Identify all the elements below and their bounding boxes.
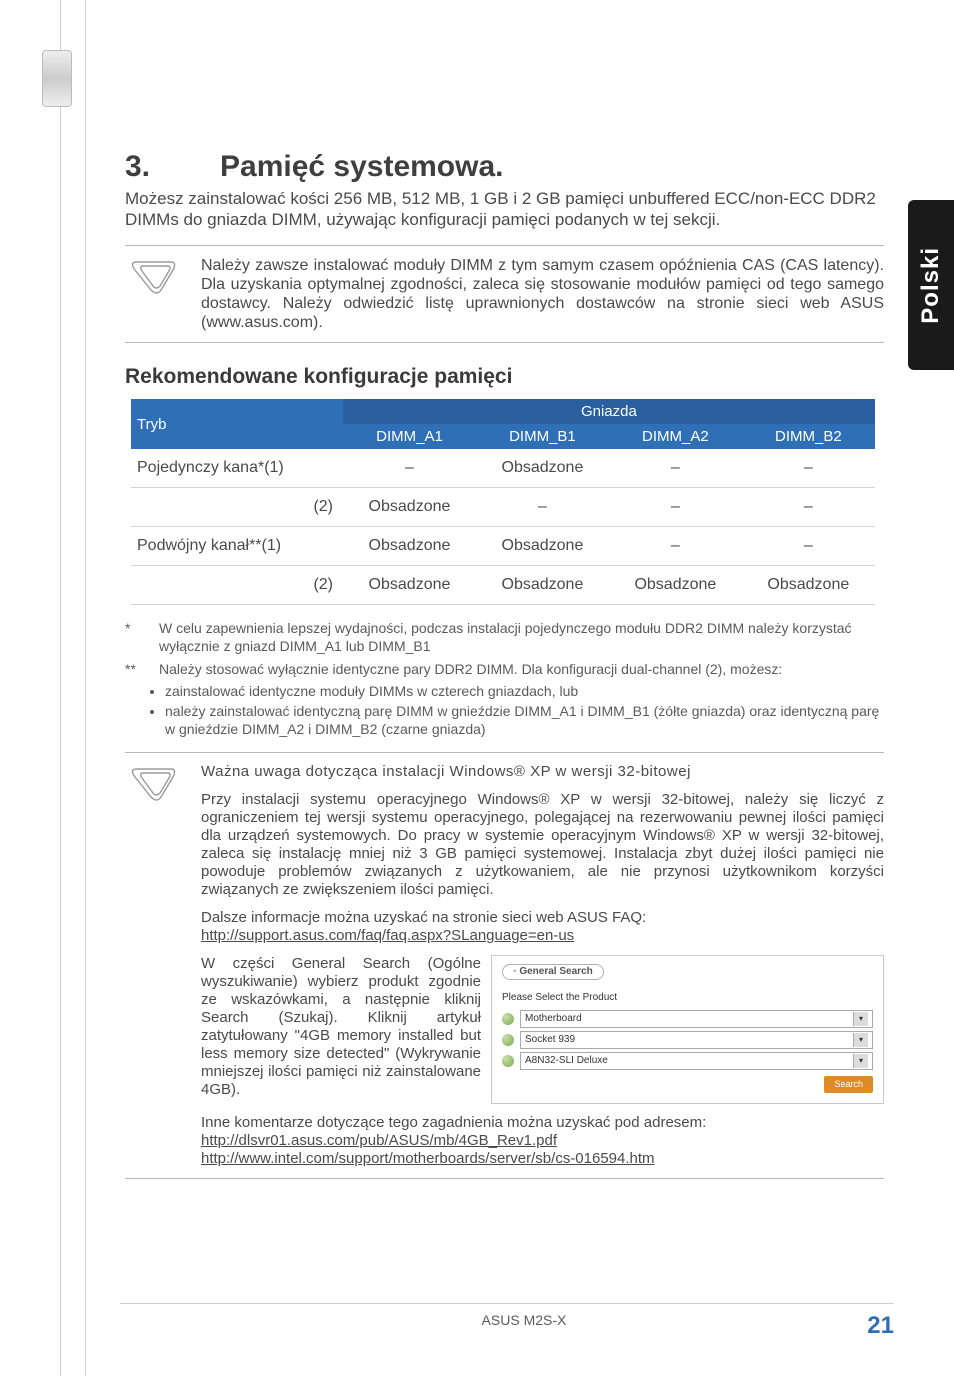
- chevron-down-icon: ▾: [853, 1033, 868, 1047]
- search-button[interactable]: Search: [824, 1076, 873, 1093]
- search-tab[interactable]: ◦ General Search: [502, 964, 604, 980]
- bullet-icon: [502, 1055, 514, 1067]
- cell: –: [742, 488, 875, 527]
- section-number: 3.: [125, 150, 220, 184]
- note-icon: [125, 763, 185, 1168]
- cell: –: [609, 488, 742, 527]
- page-content: 3.Pamięć systemowa. Możesz zainstalować …: [105, 0, 914, 1376]
- note-2-heading: Ważna uwaga dotycząca instalacji Windows…: [201, 763, 884, 781]
- th-a1: DIMM_A1: [343, 424, 476, 449]
- th-mode: Tryb: [131, 399, 343, 449]
- note-2-p2-pre: Dalsze informacje można uzyskać na stron…: [201, 909, 646, 926]
- footnote-bullet: zainstalować identyczne moduły DIMMs w c…: [165, 682, 884, 700]
- note-1-text: Należy zawsze instalować moduły DIMM z t…: [201, 256, 884, 333]
- footnotes: * W celu zapewnienia lepszej wydajności,…: [125, 619, 884, 738]
- note-icon: [125, 256, 185, 333]
- cell: –: [742, 449, 875, 488]
- cell: Obsadzone: [742, 566, 875, 605]
- intel-link[interactable]: http://www.intel.com/support/motherboard…: [201, 1150, 655, 1167]
- cell-label: (2): [131, 488, 343, 527]
- footnote-2-text: Należy stosować wyłącznie identyczne par…: [159, 660, 782, 678]
- section-heading: Pamięć systemowa.: [220, 150, 504, 183]
- product-select-3[interactable]: A8N32-SLI Deluxe ▾: [520, 1052, 873, 1070]
- th-a2: DIMM_A2: [609, 424, 742, 449]
- th-b1: DIMM_B1: [476, 424, 609, 449]
- bullet-icon: [502, 1013, 514, 1025]
- table-row: Pojedynczy kana*(1) – Obsadzone – –: [131, 449, 875, 488]
- search-label: Please Select the Product: [502, 992, 873, 1004]
- page-number: 21: [867, 1312, 894, 1340]
- binder-edge: [0, 0, 86, 1376]
- section-title: 3.Pamięć systemowa.: [125, 0, 884, 184]
- table-row: (2) Obsadzone – – –: [131, 488, 875, 527]
- language-tab: Polski: [908, 200, 954, 370]
- cell-label: Pojedynczy kana*(1): [131, 449, 343, 488]
- select-value: Motherboard: [525, 1013, 582, 1025]
- language-tab-label: Polski: [917, 247, 945, 324]
- footnote-star: **: [125, 660, 149, 678]
- note-box-1: Należy zawsze instalować moduły DIMM z t…: [125, 245, 884, 344]
- note-2-p4-pre: Inne komentarze dotyczące tego zagadnien…: [201, 1114, 706, 1131]
- cell: Obsadzone: [476, 566, 609, 605]
- th-sockets: Gniazda: [343, 399, 875, 424]
- cell-label: Podwójny kanał**(1): [131, 527, 343, 566]
- select-value: Socket 939: [525, 1034, 575, 1046]
- footnote-1-text: W celu zapewnienia lepszej wydajności, p…: [159, 619, 884, 655]
- footnote-bullet: należy zainstalować identyczną parę DIMM…: [165, 702, 884, 738]
- cell-label: (2): [131, 566, 343, 605]
- note-2-p1: Przy instalacji systemu operacyjnego Win…: [201, 791, 884, 899]
- page-footer: ASUS M2S-X 21: [120, 1303, 894, 1340]
- chevron-down-icon: ▾: [853, 1012, 868, 1026]
- table-heading: Rekomendowane konfiguracje pamięci: [125, 365, 884, 389]
- footer-model: ASUS M2S-X: [482, 1312, 567, 1328]
- cell: –: [476, 488, 609, 527]
- cell: Obsadzone: [476, 449, 609, 488]
- faq-link[interactable]: http://support.asus.com/faq/faq.aspx?SLa…: [201, 927, 574, 944]
- cell: Obsadzone: [343, 488, 476, 527]
- th-b2: DIMM_B2: [742, 424, 875, 449]
- memory-config-table: Tryb Gniazda DIMM_A1 DIMM_B1 DIMM_A2 DIM…: [131, 399, 875, 605]
- product-select-1[interactable]: Motherboard ▾: [520, 1010, 873, 1028]
- product-select-2[interactable]: Socket 939 ▾: [520, 1031, 873, 1049]
- cell: –: [343, 449, 476, 488]
- pdf-link[interactable]: http://dlsvr01.asus.com/pub/ASUS/mb/4GB_…: [201, 1132, 557, 1149]
- chevron-down-icon: ▾: [853, 1054, 868, 1068]
- cell: –: [609, 527, 742, 566]
- bullet-icon: [502, 1034, 514, 1046]
- intro-paragraph: Możesz zainstalować kości 256 MB, 512 MB…: [125, 188, 884, 231]
- note-box-2: Ważna uwaga dotycząca instalacji Windows…: [125, 752, 884, 1179]
- select-value: A8N32-SLI Deluxe: [525, 1055, 608, 1067]
- cell: –: [609, 449, 742, 488]
- general-search-panel: ◦ General Search Please Select the Produ…: [491, 955, 884, 1104]
- cell: –: [742, 527, 875, 566]
- table-row: (2) Obsadzone Obsadzone Obsadzone Obsadz…: [131, 566, 875, 605]
- cell: Obsadzone: [476, 527, 609, 566]
- cell: Obsadzone: [343, 566, 476, 605]
- table-row: Podwójny kanał**(1) Obsadzone Obsadzone …: [131, 527, 875, 566]
- cell: Obsadzone: [343, 527, 476, 566]
- footnote-star: *: [125, 619, 149, 655]
- note-2-p3: W części General Search (Ogólne wyszukiw…: [201, 955, 481, 1099]
- cell: Obsadzone: [609, 566, 742, 605]
